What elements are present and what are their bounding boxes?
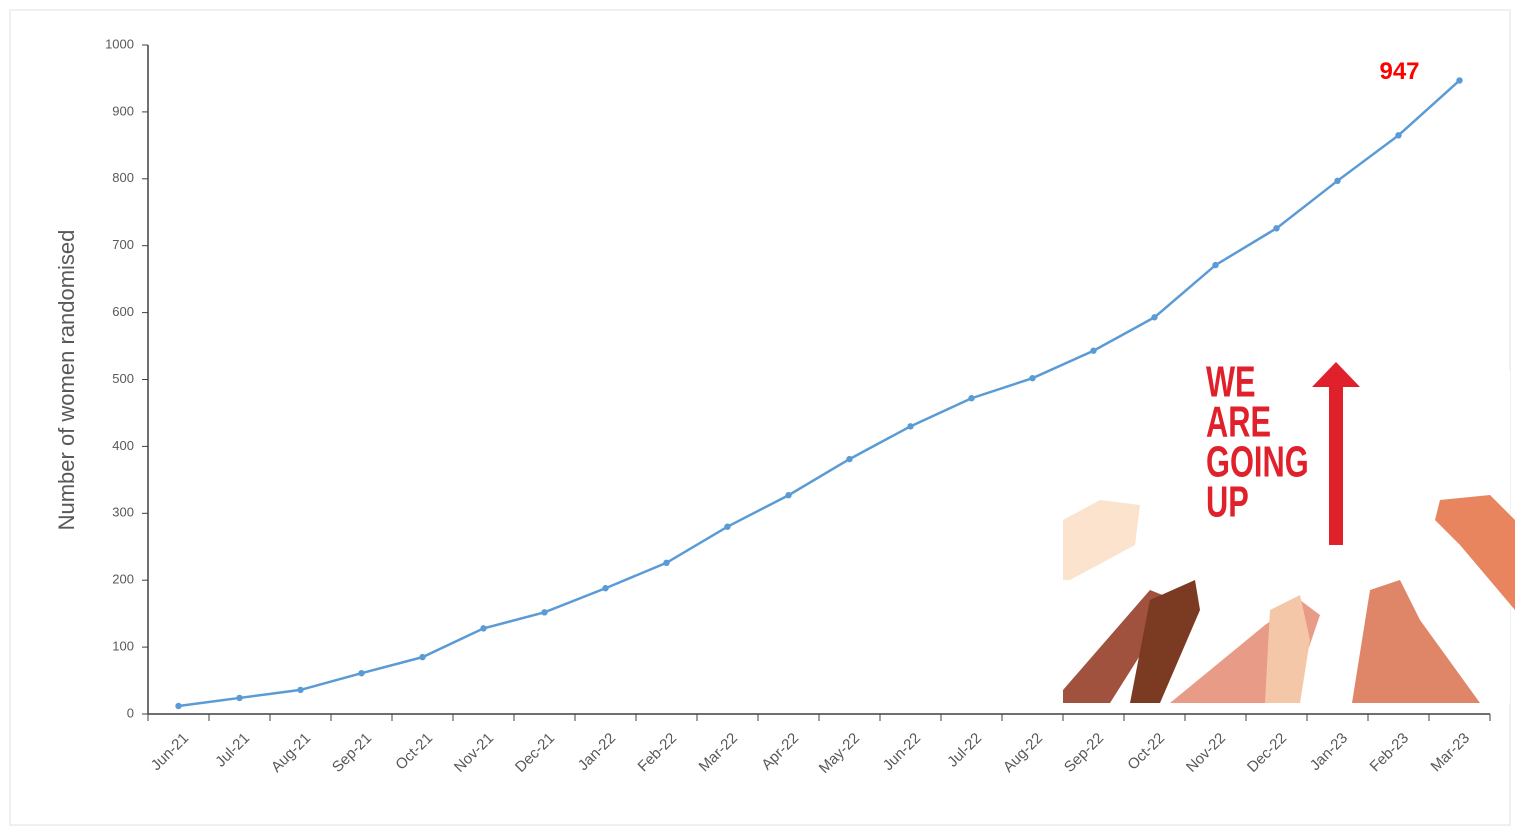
- point: [297, 686, 304, 694]
- point: [541, 609, 548, 616]
- point: [1151, 314, 1158, 321]
- point: [419, 653, 426, 661]
- y-tick-label: 1000: [105, 36, 134, 51]
- point: [1395, 132, 1402, 139]
- y-tick-label: 300: [112, 505, 134, 520]
- point: [907, 423, 914, 430]
- y-tick-label: 0: [127, 705, 134, 720]
- hand: [1352, 580, 1480, 703]
- point: [236, 694, 243, 702]
- line: [178, 79, 1461, 708]
- y-tick-label: 100: [112, 639, 134, 654]
- point: [358, 669, 365, 677]
- point: [602, 585, 609, 592]
- badge-text: GOING: [1206, 438, 1309, 487]
- y-tick-label: 700: [112, 237, 134, 252]
- y-tick-label: 900: [112, 103, 134, 118]
- point: [724, 523, 731, 530]
- point: [1456, 77, 1463, 84]
- point: [480, 625, 487, 632]
- point: [1334, 177, 1341, 185]
- y-tick-label: 200: [112, 572, 134, 587]
- point: [1029, 374, 1036, 382]
- point: [785, 492, 792, 499]
- point: [968, 395, 975, 402]
- y-tick-label: 800: [112, 170, 134, 185]
- hand: [1063, 500, 1140, 580]
- badge-text: ARE: [1206, 398, 1271, 447]
- point: [1090, 347, 1097, 354]
- y-tick-label: 600: [112, 304, 134, 319]
- badge-text: WE: [1206, 358, 1256, 407]
- point: [1212, 261, 1219, 269]
- badge-text: UP: [1206, 478, 1249, 527]
- point: [175, 702, 182, 710]
- y-tick-label: 500: [112, 371, 134, 386]
- hand: [1130, 580, 1200, 703]
- point: [663, 559, 670, 567]
- arrow: [1312, 362, 1360, 545]
- y-tick-label: 400: [112, 438, 134, 453]
- hand: [1265, 595, 1310, 703]
- y-axis-label: Number of women randomised: [54, 230, 79, 531]
- hand: [1435, 495, 1515, 610]
- data-label: 947: [1379, 58, 1419, 85]
- point: [846, 455, 853, 463]
- point: [1273, 225, 1280, 232]
